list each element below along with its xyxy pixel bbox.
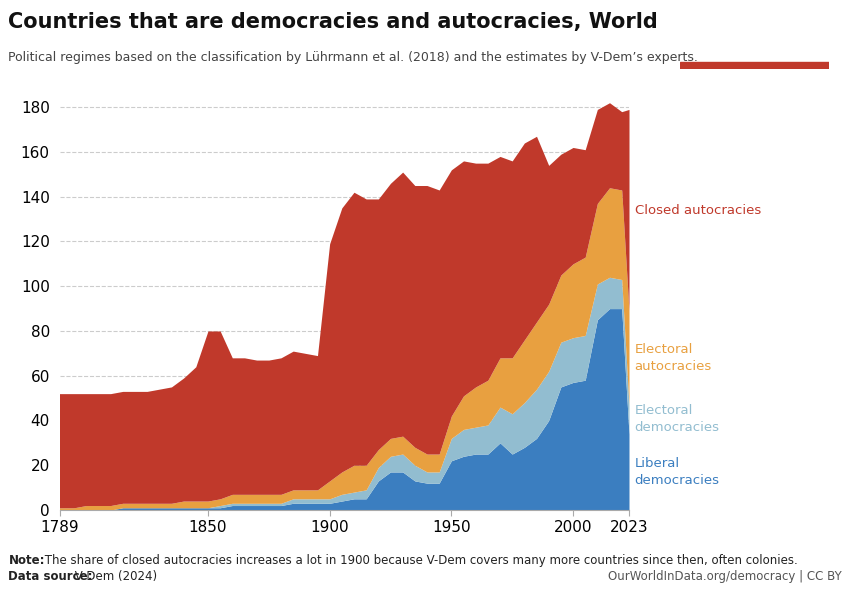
Text: Electoral
autocracies: Electoral autocracies [635, 343, 712, 373]
Text: Electoral
democracies: Electoral democracies [635, 404, 720, 434]
Text: V-Dem (2024): V-Dem (2024) [71, 570, 156, 583]
Bar [680, 62, 829, 69]
Text: The share of closed autocracies increases a lot in 1900 because V-Dem covers man: The share of closed autocracies increase… [41, 554, 797, 567]
Text: Data source:: Data source: [8, 570, 93, 583]
Text: Countries that are democracies and autocracies, World: Countries that are democracies and autoc… [8, 12, 658, 32]
Text: Note:: Note: [8, 554, 45, 567]
Text: Liberal
democracies: Liberal democracies [635, 457, 720, 487]
Text: Political regimes based on the classification by Lührmann et al. (2018) and the : Political regimes based on the classific… [8, 51, 699, 64]
Text: Closed autocracies: Closed autocracies [635, 203, 761, 217]
Text: OurWorldInData.org/democracy | CC BY: OurWorldInData.org/democracy | CC BY [608, 570, 842, 583]
Text: Our World
in Data: Our World in Data [721, 19, 788, 48]
